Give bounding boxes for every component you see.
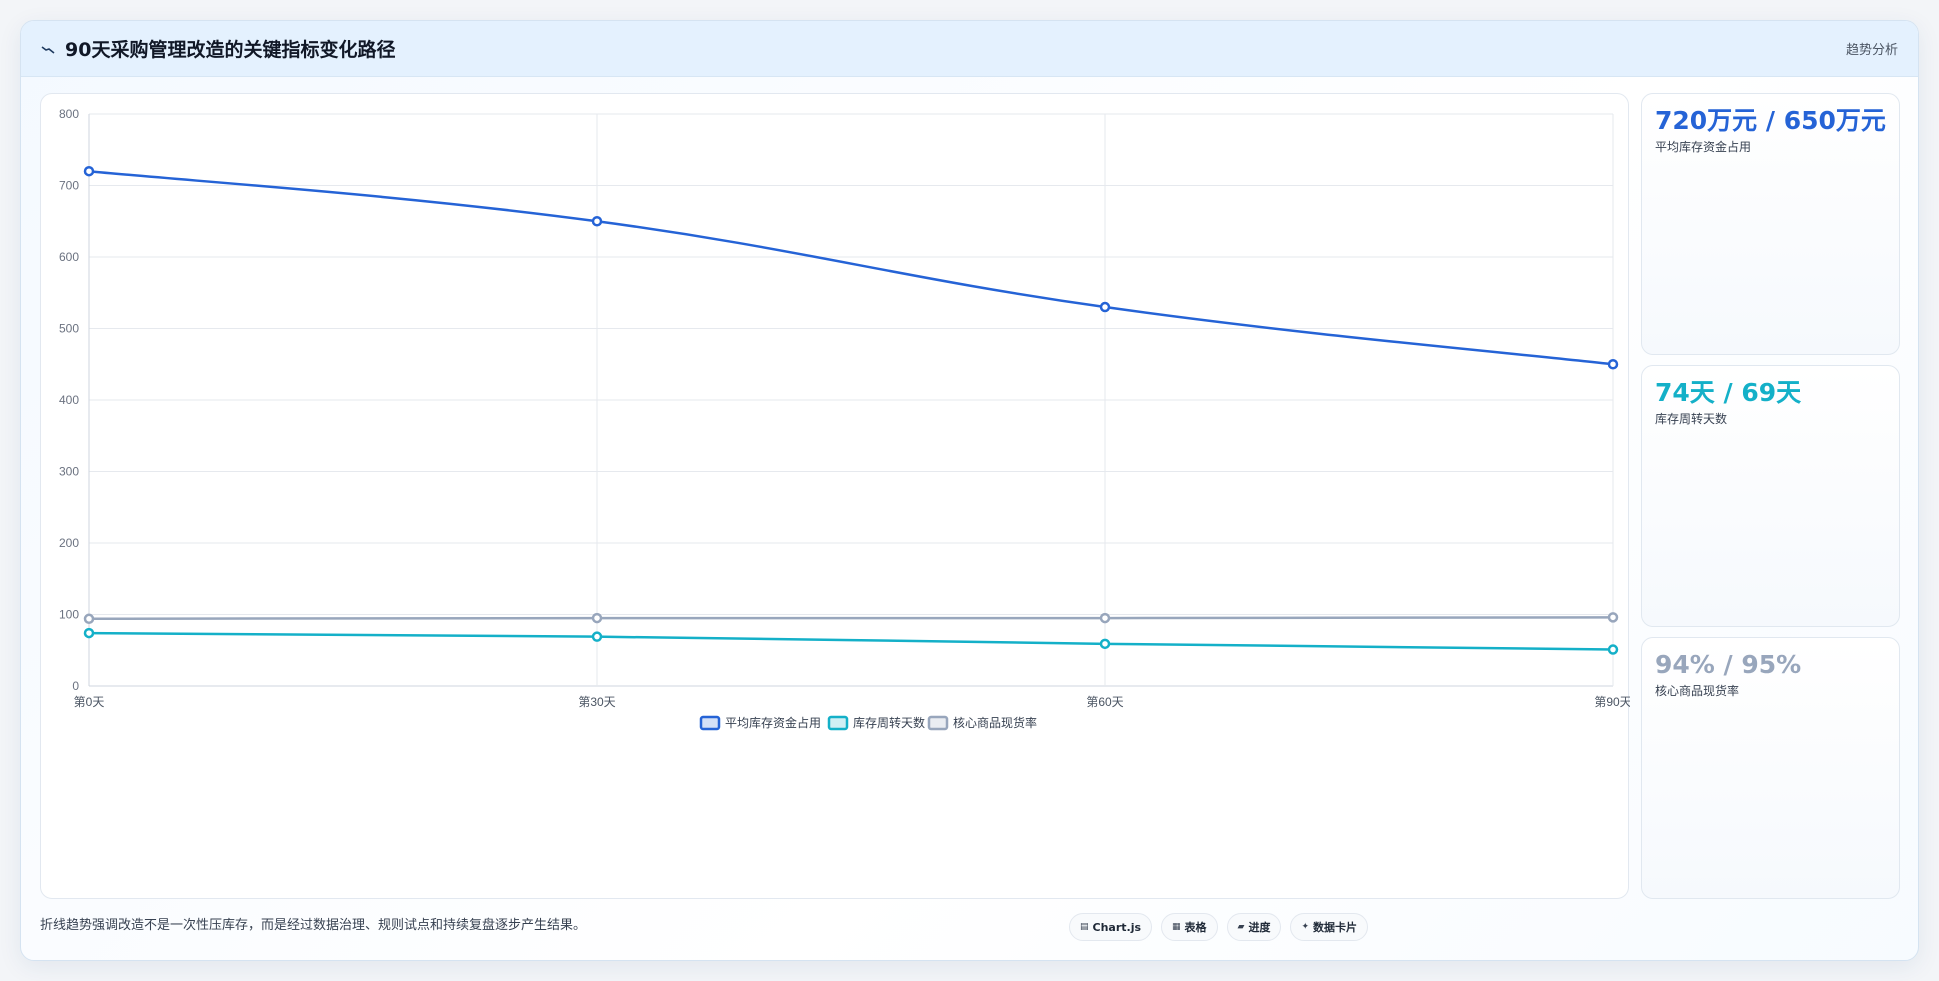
chip-chartjs[interactable]: ▤ Chart.js	[1069, 913, 1153, 941]
legend-swatch	[699, 715, 721, 731]
x-tick-label: 第90天	[1594, 695, 1630, 709]
data-point-2	[591, 612, 603, 624]
kpi-value: 94% / 95%	[1655, 650, 1802, 679]
page-title: 90天采购管理改造的关键指标变化路径	[65, 39, 396, 61]
chip-data-card[interactable]: ✦ 数据卡片	[1290, 913, 1369, 941]
chart-icon: ▤	[1080, 922, 1089, 932]
chip-table[interactable]: ▦ 表格	[1161, 913, 1218, 941]
kpi-value: 720万元 / 650万元	[1655, 106, 1886, 135]
kpi-label: 核心商品现货率	[1655, 684, 1740, 698]
data-point-1	[83, 627, 95, 639]
legend-swatch	[827, 715, 849, 731]
table-icon: ▦	[1172, 922, 1181, 932]
data-point-0	[1099, 301, 1111, 313]
y-tick-label: 400	[59, 393, 79, 407]
kpi-label: 库存周转天数	[1655, 412, 1728, 426]
series-line-0	[88, 169, 1614, 366]
legend-label: 核心商品现货率	[953, 715, 1037, 730]
chip-label: Chart.js	[1092, 920, 1142, 934]
x-tick-label: 第60天	[1086, 695, 1123, 709]
x-tick-label: 第30天	[578, 695, 615, 709]
sparkle-icon: ✦	[1301, 922, 1310, 932]
kpi-value: 74天 / 69天	[1655, 378, 1802, 407]
y-tick-label: 0	[72, 679, 79, 693]
chip-label: 表格	[1184, 921, 1207, 934]
progress-icon: ▰	[1237, 922, 1245, 932]
y-tick-label: 500	[59, 322, 79, 336]
data-point-2	[1607, 612, 1619, 623]
series-line-1	[88, 631, 1614, 651]
card-header: 90天采购管理改造的关键指标变化路径 趋势分析	[21, 21, 1918, 77]
y-tick-label: 200	[59, 536, 79, 550]
kpi-card-turnover-days: 74天 / 69天 库存周转天数	[1641, 365, 1900, 627]
legend-swatch	[927, 715, 949, 731]
chip-label: 数据卡片	[1313, 921, 1358, 934]
kpi-card-inventory-funds: 720万元 / 650万元 平均库存资金占用	[1641, 93, 1900, 355]
data-point-1	[1607, 644, 1619, 655]
legend-label: 平均库存资金占用	[725, 715, 821, 730]
y-tick-label: 300	[59, 465, 79, 479]
chart-panel: 0 100 200 300 400 500 600 700 800 第0天 第30天 第60天 第90天…	[40, 93, 1630, 899]
trend-line-icon	[41, 45, 55, 54]
tag-chips: ▤ Chart.js ▦ 表格 ▰ 进度 ✦ 数据卡片	[1069, 913, 1369, 941]
y-tick-label: 800	[59, 107, 79, 121]
data-point-0	[591, 216, 603, 227]
chip-progress[interactable]: ▰ 进度	[1226, 913, 1282, 941]
line-chart: 0 100 200 300 400 500 600 700 800 第0天 第30天 第60天 第90天…	[59, 107, 1630, 731]
legend-label: 库存周转天数	[853, 715, 925, 730]
data-point-2	[1099, 612, 1111, 624]
footer-note: 折线趋势强调改造不是一次性压库存，而是经过数据治理、规则试点和持续复盘逐步产生结…	[40, 918, 587, 933]
data-point-0	[83, 165, 95, 177]
data-point-0	[1607, 359, 1619, 370]
report-card: 90天采购管理改造的关键指标变化路径 趋势分析 0 100 200 300 400 500…	[20, 20, 1919, 961]
y-tick-label: 700	[59, 179, 79, 193]
chip-label: 进度	[1248, 921, 1271, 934]
title-wrap: 90天采购管理改造的关键指标变化路径	[41, 35, 395, 62]
kpi-card-in-stock-rate: 94% / 95% 核心商品现货率	[1641, 637, 1900, 899]
y-tick-label: 100	[59, 608, 79, 622]
series-line-2	[88, 616, 1614, 621]
x-tick-label: 第0天	[74, 695, 105, 709]
data-point-1	[1099, 638, 1111, 650]
header-tag: 趋势分析	[1845, 43, 1898, 58]
y-tick-label: 600	[59, 250, 79, 264]
data-point-2	[83, 613, 95, 625]
data-point-1	[591, 631, 603, 642]
kpi-label: 平均库存资金占用	[1655, 140, 1752, 154]
